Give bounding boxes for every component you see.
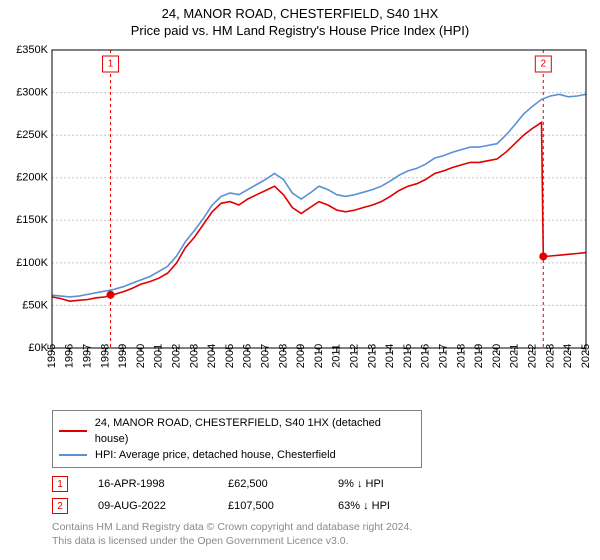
chart-area: £0K£50K£100K£150K£200K£250K£300K£350K199…	[8, 44, 592, 404]
svg-text:1998: 1998	[99, 344, 111, 368]
svg-text:2013: 2013	[366, 344, 378, 368]
footer-attribution: Contains HM Land Registry data © Crown c…	[52, 520, 592, 548]
footer-line: This data is licensed under the Open Gov…	[52, 534, 592, 548]
svg-text:2017: 2017	[438, 344, 450, 368]
legend-swatch	[59, 454, 87, 456]
events-table: 1 16-APR-1998 £62,500 9% ↓ HPI 2 09-AUG-…	[52, 476, 592, 514]
event-price: £107,500	[228, 500, 338, 512]
event-marker-box: 1	[52, 476, 68, 492]
svg-text:£350K: £350K	[16, 44, 48, 56]
svg-text:2019: 2019	[473, 344, 485, 368]
svg-text:2015: 2015	[402, 344, 414, 368]
event-pct: 63% ↓ HPI	[338, 500, 448, 512]
svg-text:2000: 2000	[135, 344, 147, 368]
event-date: 16-APR-1998	[98, 478, 228, 490]
event-pct: 9% ↓ HPI	[338, 478, 448, 490]
legend-label: HPI: Average price, detached house, Ches…	[95, 447, 336, 463]
legend: 24, MANOR ROAD, CHESTERFIELD, S40 1HX (d…	[52, 410, 422, 468]
svg-text:2006: 2006	[242, 344, 254, 368]
svg-text:2008: 2008	[277, 344, 289, 368]
svg-text:£300K: £300K	[16, 86, 48, 98]
svg-text:2: 2	[540, 59, 546, 70]
svg-text:£250K: £250K	[16, 129, 48, 141]
svg-text:2007: 2007	[260, 344, 272, 368]
svg-text:1: 1	[108, 59, 114, 70]
svg-text:2021: 2021	[509, 344, 521, 368]
legend-item: 24, MANOR ROAD, CHESTERFIELD, S40 1HX (d…	[59, 415, 415, 447]
svg-text:2018: 2018	[455, 344, 467, 368]
svg-text:2005: 2005	[224, 344, 236, 368]
event-price: £62,500	[228, 478, 338, 490]
svg-text:2002: 2002	[171, 344, 183, 368]
footer-line: Contains HM Land Registry data © Crown c…	[52, 520, 592, 534]
svg-text:2003: 2003	[188, 344, 200, 368]
svg-text:2001: 2001	[153, 344, 165, 368]
svg-text:£200K: £200K	[16, 172, 48, 184]
svg-text:2020: 2020	[491, 344, 503, 368]
svg-text:2023: 2023	[544, 344, 556, 368]
event-marker-box: 2	[52, 498, 68, 514]
event-row: 2 09-AUG-2022 £107,500 63% ↓ HPI	[52, 498, 592, 514]
svg-text:1997: 1997	[82, 344, 94, 368]
svg-text:£50K: £50K	[22, 299, 48, 311]
svg-text:2009: 2009	[295, 344, 307, 368]
legend-label: 24, MANOR ROAD, CHESTERFIELD, S40 1HX (d…	[95, 415, 415, 447]
svg-text:2024: 2024	[562, 344, 574, 368]
legend-item: HPI: Average price, detached house, Ches…	[59, 447, 415, 463]
svg-text:1996: 1996	[64, 344, 76, 368]
svg-text:2010: 2010	[313, 344, 325, 368]
legend-swatch	[59, 430, 87, 432]
svg-text:2012: 2012	[349, 344, 361, 368]
event-row: 1 16-APR-1998 £62,500 9% ↓ HPI	[52, 476, 592, 492]
svg-text:1999: 1999	[117, 344, 129, 368]
svg-text:£100K: £100K	[16, 257, 48, 269]
svg-text:2016: 2016	[420, 344, 432, 368]
chart-title-address: 24, MANOR ROAD, CHESTERFIELD, S40 1HX	[8, 6, 592, 21]
chart-title-subtitle: Price paid vs. HM Land Registry's House …	[8, 23, 592, 38]
svg-text:2022: 2022	[527, 344, 539, 368]
svg-text:£150K: £150K	[16, 214, 48, 226]
svg-text:2014: 2014	[384, 344, 396, 368]
svg-text:2004: 2004	[206, 344, 218, 368]
event-date: 09-AUG-2022	[98, 500, 228, 512]
